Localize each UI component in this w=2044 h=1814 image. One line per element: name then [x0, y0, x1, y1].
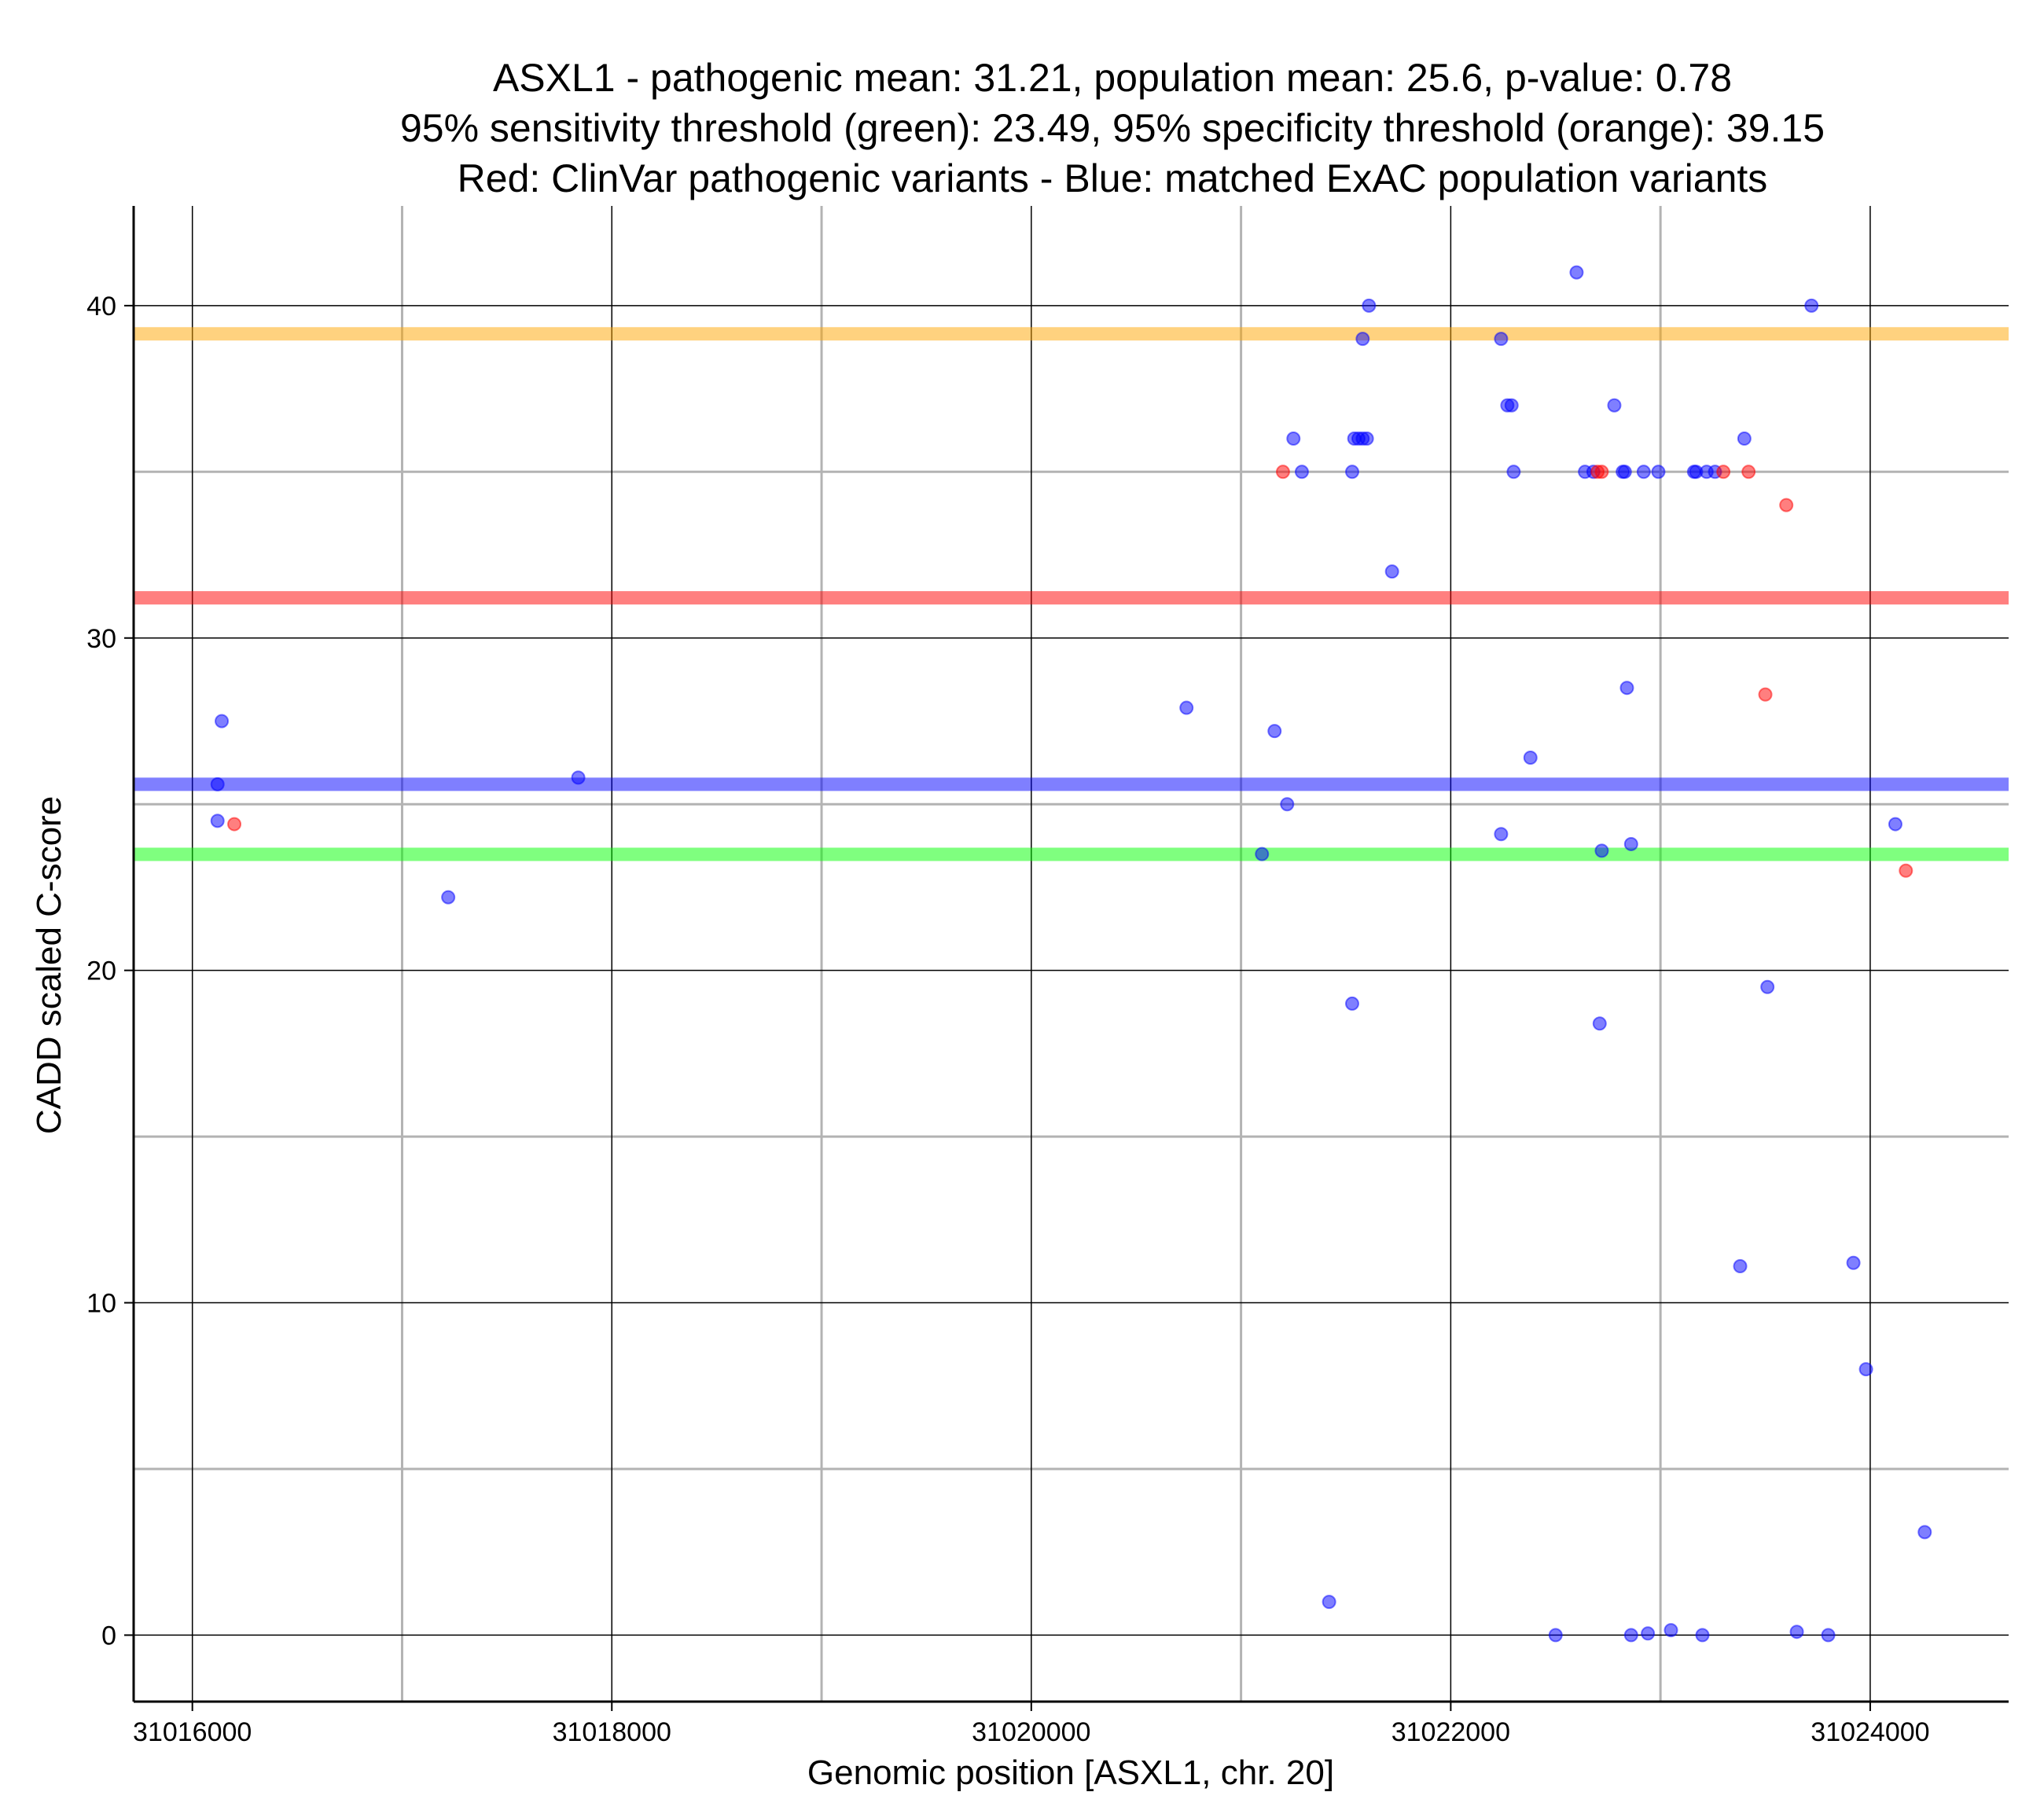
data-point: [1275, 465, 1290, 479]
data-point: [1789, 1625, 1804, 1640]
data-point: [1899, 863, 1913, 878]
y-tick-label: 30: [86, 624, 116, 654]
axes: [132, 206, 2009, 1703]
data-point: [1594, 465, 1609, 479]
data-point: [1286, 431, 1301, 446]
data-point: [1494, 827, 1509, 842]
data-point: [1623, 836, 1638, 851]
data-point: [1355, 332, 1370, 347]
data-point: [1695, 1628, 1710, 1643]
x-tick-label: 31018000: [553, 1717, 671, 1747]
data-point: [1779, 498, 1794, 512]
data-point: [441, 890, 456, 905]
data-point: [1821, 1628, 1836, 1643]
data-point: [1592, 1016, 1607, 1031]
title-line-3: Red: ClinVar pathogenic variants - Blue:…: [458, 156, 1768, 200]
x-tick-label: 31024000: [1811, 1717, 1929, 1747]
data-point: [1362, 298, 1377, 313]
y-tick-label: 40: [86, 292, 116, 321]
data-point: [1641, 1626, 1656, 1641]
data-point: [571, 770, 586, 785]
data-point: [1651, 465, 1666, 479]
y-axis-ticks: 0 10 20 30 40: [86, 292, 134, 1651]
data-point: [1344, 996, 1359, 1011]
data-point: [1548, 1628, 1563, 1643]
data-point: [1569, 265, 1584, 280]
y-tick-label: 20: [86, 957, 116, 986]
data-point: [1617, 465, 1632, 479]
data-point: [1619, 681, 1634, 696]
data-point: [1623, 1628, 1638, 1643]
x-axis-ticks: 31016000 31018000 31020000 31022000 31024000: [133, 1702, 1930, 1747]
data-point: [1664, 1623, 1678, 1638]
y-axis-label: CADD scaled C-score: [30, 796, 68, 1134]
data-point: [1888, 817, 1902, 832]
title-line-1: ASXL1 - pathogenic mean: 31.21, populati…: [493, 56, 1732, 100]
threshold-lines: [134, 327, 2009, 861]
data-point: [210, 813, 225, 828]
data-point: [1917, 1525, 1932, 1540]
data-point: [1741, 465, 1756, 479]
data-point: [1716, 465, 1731, 479]
data-points: [210, 265, 1932, 1643]
data-point: [1359, 431, 1374, 446]
chart-title: ASXL1 - pathogenic mean: 31.21, populati…: [400, 56, 1825, 200]
data-point: [1384, 564, 1399, 579]
data-point: [1506, 465, 1521, 479]
data-point: [1804, 298, 1819, 313]
minor-gridlines: [134, 206, 2009, 1702]
data-point: [1494, 332, 1509, 347]
x-tick-label: 31016000: [133, 1717, 252, 1747]
data-point: [1504, 398, 1519, 413]
data-point: [1255, 846, 1270, 861]
data-point: [1280, 797, 1295, 812]
data-point: [1294, 465, 1309, 479]
data-point: [1523, 750, 1538, 765]
data-point: [1594, 843, 1609, 858]
data-point: [1322, 1595, 1336, 1610]
x-tick-label: 31022000: [1391, 1717, 1510, 1747]
data-point: [1758, 687, 1773, 702]
data-point: [210, 777, 225, 791]
y-tick-label: 10: [86, 1289, 116, 1319]
data-point: [1737, 431, 1752, 446]
data-point: [1760, 979, 1775, 994]
y-tick-label: 0: [101, 1621, 116, 1651]
major-gridlines: [134, 206, 2009, 1702]
data-point: [1858, 1362, 1873, 1377]
data-point: [1267, 724, 1282, 739]
data-point: [1733, 1259, 1748, 1274]
x-axis-label: Genomic position [ASXL1, chr. 20]: [807, 1753, 1334, 1792]
data-point: [1846, 1255, 1861, 1270]
data-point: [1607, 398, 1622, 413]
data-point: [1344, 465, 1359, 479]
x-tick-label: 31020000: [972, 1717, 1090, 1747]
data-point: [215, 714, 230, 729]
data-point: [227, 817, 242, 832]
data-point: [1179, 700, 1194, 715]
data-point: [1636, 465, 1651, 479]
title-line-2: 95% sensitivity threshold (green): 23.49…: [400, 106, 1825, 150]
